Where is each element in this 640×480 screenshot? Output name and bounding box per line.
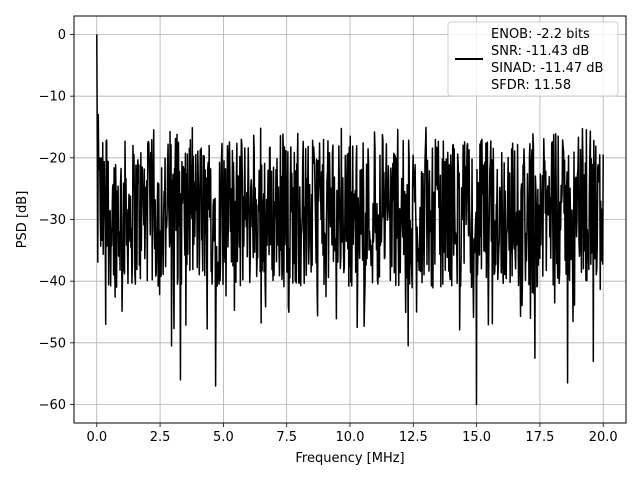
legend-box <box>447 21 619 97</box>
legend: ENOB: -2.2 bits SNR: -11.43 dB SINAD: -1… <box>447 21 619 97</box>
psd-series-line <box>96 34 604 406</box>
y-tick-label: −60 <box>39 398 66 413</box>
x-tick-label: 0.0 <box>86 430 107 445</box>
series-layer <box>96 34 604 406</box>
legend-entry-enob: ENOB: -2.2 bits <box>491 27 590 42</box>
x-tick-label: 17.5 <box>525 430 554 445</box>
y-tick-label: −30 <box>39 213 66 228</box>
y-tick-label: −10 <box>39 90 66 105</box>
y-tick-label: −20 <box>39 151 66 166</box>
legend-entry-sinad: SINAD: -11.47 dB <box>491 61 603 76</box>
x-tick-label: 20.0 <box>589 430 618 445</box>
y-tick-label: −50 <box>39 336 66 351</box>
axis-ticks: 0.0 2.5 5.0 7.5 10.0 12.5 15.0 17.5 20.0 0 −10 −20 −… <box>39 28 618 445</box>
y-tick-label: 0 <box>58 28 66 43</box>
x-tick-label: 15.0 <box>462 430 491 445</box>
legend-entry-snr: SNR: -11.43 dB <box>491 44 589 59</box>
y-tick-label: −40 <box>39 275 66 290</box>
y-axis-label: PSD [dB] <box>15 191 30 249</box>
x-tick-label: 10.0 <box>336 430 365 445</box>
x-tick-label: 12.5 <box>399 430 428 445</box>
x-tick-label: 7.5 <box>276 430 297 445</box>
x-tick-label: 5.0 <box>213 430 234 445</box>
x-axis-label: Frequency [MHz] <box>295 451 404 466</box>
legend-entry-sfdr: SFDR: 11.58 <box>491 78 571 93</box>
x-tick-label: 2.5 <box>150 430 171 445</box>
